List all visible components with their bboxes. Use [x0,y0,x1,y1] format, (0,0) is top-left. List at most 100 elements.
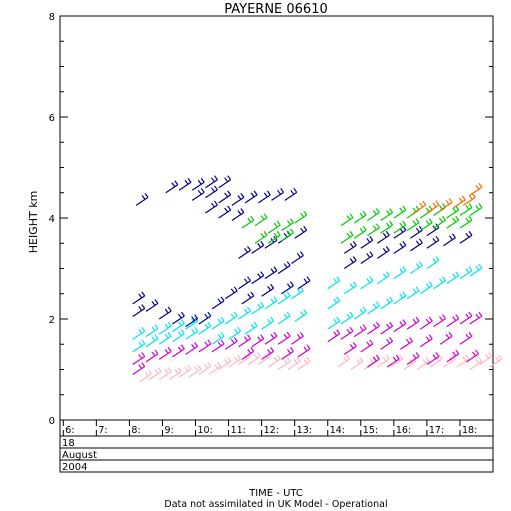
wind-barb [328,317,340,329]
wind-barb [133,327,145,339]
wind-barb [245,191,257,203]
wind-barb [381,322,393,334]
wind-barb [159,332,171,344]
wind-barb [440,332,452,344]
wind-barb [169,368,181,380]
wind-barb [420,282,432,294]
wind-barb [407,206,419,218]
wind-barb [291,287,303,299]
wind-barb [460,216,472,228]
wind-barb [199,312,211,324]
wind-barb [209,363,221,375]
wind-barb [364,358,376,370]
wind-barb [381,337,393,349]
wind-barb [354,307,366,319]
wind-barb [410,239,422,251]
wind-barbs [133,176,502,382]
x-tick-label: 11: [231,425,246,436]
wind-barb [219,191,231,203]
wind-barb [146,350,158,362]
wind-barb [354,226,366,238]
wind-barb [420,219,432,231]
wind-barb [298,358,310,370]
wind-barb [219,206,231,218]
wind-barb [427,257,439,269]
wind-barb [361,340,373,352]
month-row-frame [60,448,493,460]
wind-barb [367,224,379,236]
wind-barb [219,176,231,188]
wind-barb [238,335,250,347]
wind-barb [394,206,406,218]
wind-barb [245,322,257,334]
date-month: August [62,450,97,461]
wind-barb [159,307,171,319]
wind-barb [232,193,244,205]
wind-barb [457,355,469,367]
wind-barb [341,312,353,324]
year-row-frame [60,460,493,472]
wind-barb [278,332,290,344]
wind-barb [361,236,373,248]
wind-barb [361,277,373,289]
wind-barb [212,297,224,309]
x-tick-label: 14: [330,425,345,436]
wind-barb [377,272,389,284]
wind-barb [460,231,472,243]
wind-barb [133,340,145,352]
wind-barb [460,203,472,215]
wind-barb [242,292,254,304]
wind-barb [189,365,201,377]
wind-barb [447,315,459,327]
wind-barb [219,358,231,370]
wind-barb [186,327,198,339]
y-tick-label: 8 [49,12,55,23]
wind-barb [136,193,148,205]
wind-barb [199,340,211,352]
wind-barb [470,183,482,195]
wind-barb [133,363,145,375]
wind-barb [328,277,340,289]
day-row-frame [60,436,493,448]
wind-barb [427,236,439,248]
wind-barb [440,198,452,210]
wind-barb [394,320,406,332]
wind-barb [225,312,237,324]
wind-barb [159,322,171,334]
wind-barb [367,209,379,221]
x-axis-label: TIME - UTC [248,488,303,499]
wind-barb [344,241,356,253]
wind-barb [377,246,389,258]
x-axis: 6: 7: 8: 9: 10: 11: 12: 13: 14: 15: 16: 17: 18: [63,420,477,436]
wind-barb [410,262,422,274]
wind-barb [470,358,482,370]
chart-title: PAYERNE 06610 [224,2,328,17]
wind-barb [265,267,277,279]
wind-barb [460,312,472,324]
wind-barb [262,317,274,329]
wind-barb [172,345,184,357]
x-tick-label: 17: [429,425,444,436]
wind-barb [262,284,274,296]
wind-barb [344,342,356,354]
wind-barb [443,234,455,246]
wind-barb [265,332,277,344]
wind-barb [460,332,472,344]
wind-barb [252,272,264,284]
wind-barb [255,214,267,226]
wind-barb [133,304,145,316]
wind-barb [394,267,406,279]
wind-barb [447,272,459,284]
wind-barb [434,216,446,228]
wind-barb [265,297,277,309]
wind-barb [166,181,178,193]
wind-barb [377,355,389,367]
wind-barb [367,322,379,334]
wind-barb [407,317,419,329]
wind-barb [447,206,459,218]
wind-barb [159,347,171,359]
wind-barb [394,292,406,304]
wind-barb [225,337,237,349]
wind-barb [417,358,429,370]
wind-barb [238,246,250,258]
